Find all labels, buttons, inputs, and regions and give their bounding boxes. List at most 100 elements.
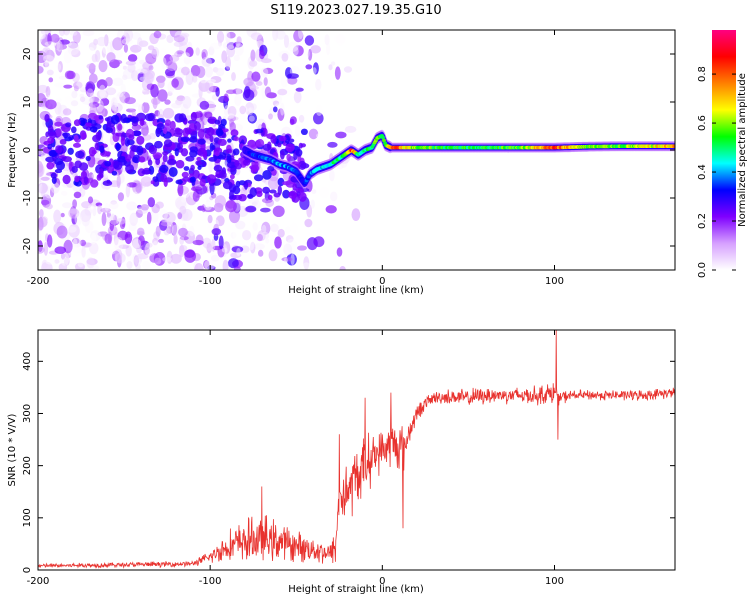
- spectrogram-cell: [305, 64, 313, 70]
- spectrogram-cell: [189, 176, 196, 183]
- spectrogram-cell: [79, 104, 90, 117]
- spectrogram-cell: [87, 205, 95, 210]
- spectrogram-cell: [285, 226, 291, 234]
- spectrogram-cell: [110, 125, 116, 135]
- spectrogram-cell: [101, 41, 112, 55]
- spectrogram-cell: [311, 67, 317, 75]
- spectrogram-cell: [171, 224, 180, 236]
- spectrogram-cell: [170, 253, 182, 264]
- spectrogram-cell: [134, 256, 142, 265]
- spectrogram-cell: [109, 214, 119, 226]
- spectrogram-cell: [175, 159, 185, 169]
- spectrogram-cell: [54, 259, 60, 264]
- spectrogram-cell: [155, 127, 161, 138]
- spectrogram-cell: [71, 247, 84, 254]
- spectrogram-cell: [38, 30, 46, 40]
- spectrogram-cell: [173, 234, 178, 245]
- spectrogram-cell: [96, 89, 109, 100]
- colorbar-tick-label: 0.0: [697, 262, 708, 278]
- spectrogram-cell: [277, 142, 282, 148]
- spectrogram-cell: [148, 45, 155, 51]
- spectrogram-heatmap: [38, 30, 675, 270]
- spectrogram-cell: [124, 97, 136, 105]
- spectrogram-cell: [351, 208, 361, 222]
- spectrogram-cell: [110, 97, 118, 111]
- spectrogram-cell: [202, 206, 215, 212]
- spectrogram-cell: [199, 100, 210, 110]
- spectrogram-cell: [45, 86, 51, 98]
- spectrogram-cell: [100, 207, 112, 213]
- spectrogram-cell: [63, 50, 72, 64]
- spectrogram-cell: [162, 107, 175, 119]
- spectrogram-cell: [117, 156, 126, 163]
- spectrogram-cell: [227, 115, 237, 122]
- spectrogram-cell: [223, 93, 229, 102]
- spectrogram-cell: [46, 161, 54, 170]
- spectrogram-cell: [71, 166, 78, 173]
- spectrogram-cell: [98, 84, 106, 99]
- spectrogram-cell: [185, 46, 194, 58]
- spectrogram-cell: [195, 47, 200, 56]
- spectrogram-cell: [315, 104, 323, 117]
- spectrogram-cell: [110, 213, 115, 221]
- spectrogram-cell: [148, 121, 154, 127]
- spectrogram-cell: [300, 143, 306, 148]
- spectrogram-cell: [194, 121, 201, 131]
- spectrogram-cell: [335, 33, 346, 46]
- spectrogram-ylabel: Frequency (Hz): [7, 112, 18, 188]
- spectrogram-cell: [181, 197, 187, 203]
- spectrogram-cell: [99, 91, 107, 98]
- spectrogram-cell: [307, 48, 313, 61]
- spectrogram-cell: [183, 56, 191, 65]
- colorbar-tick-label: 0.2: [697, 213, 708, 229]
- spectrogram-cell: [207, 265, 216, 270]
- spectrogram-cell: [67, 147, 74, 155]
- spectrogram-cell: [326, 42, 331, 56]
- spectrogram-cell: [256, 234, 263, 242]
- spectrogram-cell: [71, 90, 78, 99]
- spectrogram-cell: [140, 129, 150, 135]
- spectrogram-cell: [205, 199, 211, 209]
- spectrogram-cell: [267, 165, 275, 172]
- spectrogram-cell: [174, 127, 181, 133]
- spectrogram-cell: [282, 189, 290, 199]
- spectrogram-cell: [86, 88, 94, 97]
- spectrogram-cell: [38, 163, 45, 177]
- x-tick-label: 100: [545, 276, 564, 287]
- spectrogram-cell: [343, 33, 354, 40]
- spectrogram-cell: [138, 104, 144, 113]
- spectrogram-cell: [90, 179, 99, 188]
- spectrogram-cell: [55, 97, 62, 103]
- spectrogram-cell: [304, 48, 310, 59]
- spectrogram-cell: [136, 135, 145, 145]
- spectrogram-cell: [207, 214, 213, 224]
- snr-frame: [37, 329, 676, 571]
- spectrogram-cell: [167, 91, 173, 97]
- spectrogram-cell: [91, 265, 100, 270]
- spectrogram-cell: [247, 194, 254, 200]
- spectrogram-cell: [150, 180, 155, 185]
- spectrogram-cell: [251, 71, 261, 82]
- spectrogram-cell: [197, 147, 207, 157]
- y-tick-label: 0: [22, 567, 33, 573]
- spectrogram-cell: [96, 36, 107, 47]
- spectrogram-cell: [38, 246, 45, 254]
- spectrogram-cell: [162, 154, 168, 163]
- spectrogram-cell: [214, 195, 226, 208]
- spectrogram-cell: [82, 30, 95, 37]
- spectrogram-cell: [312, 258, 321, 265]
- spectrogram-cell: [225, 56, 232, 70]
- spectrogram-cell: [38, 216, 44, 231]
- spectrogram-cell: [145, 242, 153, 248]
- spectrogram-cell: [243, 158, 251, 166]
- spectrogram-cell: [201, 161, 207, 167]
- snr-ticks: -200 -100 0 100 0 100 200 300 400: [22, 330, 675, 587]
- spectrogram-cell: [231, 246, 244, 253]
- spectrogram-cell: [230, 174, 235, 180]
- spectrogram-cell: [117, 230, 128, 241]
- spectrogram-cell: [253, 174, 264, 182]
- spectrogram-cell: [60, 212, 65, 218]
- spectrogram-cell: [84, 220, 94, 234]
- spectrogram-cell: [199, 178, 206, 187]
- spectrogram-cell: [95, 131, 102, 141]
